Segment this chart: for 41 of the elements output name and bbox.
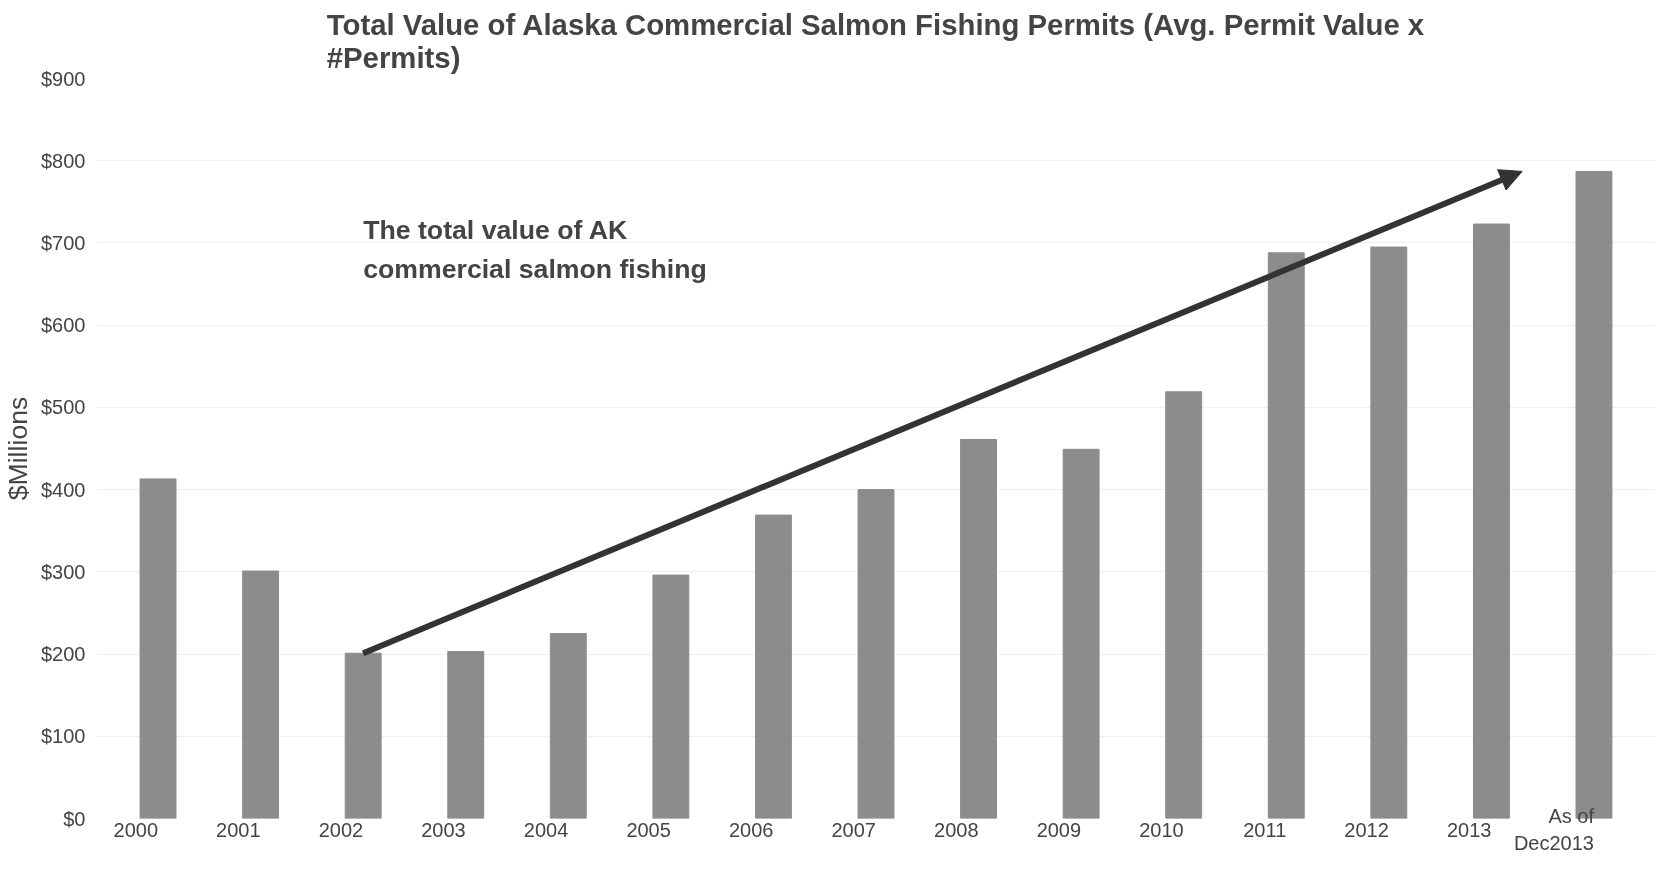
y-tick-label: $900 (41, 67, 86, 90)
bar (652, 574, 690, 819)
annotation: The total value of AK commercial salmon fishing (363, 215, 707, 285)
y-tick-label: $0 (63, 807, 86, 830)
bar (1370, 246, 1408, 819)
bar (549, 633, 587, 819)
x-tick-label: 2013 (1446, 818, 1492, 841)
bar (754, 514, 792, 819)
x-tick-label: 2001 (216, 818, 261, 841)
bar (447, 651, 485, 819)
bar (960, 438, 998, 819)
x-tick-label: 2009 (1036, 818, 1082, 841)
chart-title: Total Value of Alaska Commercial Salmon Fishing Permits (Avg. Permit Value x #Permits) (326, 7, 1425, 74)
bar (1472, 223, 1510, 819)
x-tick-label: 2008 (934, 818, 979, 841)
y-tick-label: $800 (41, 149, 86, 172)
x-tick-label: 2000 (113, 818, 159, 841)
bar (1165, 391, 1203, 819)
y-tick-label: $200 (41, 643, 86, 666)
y-axis-title: $Millions (3, 396, 34, 501)
x-tick-label: 2003 (421, 818, 466, 841)
x-tick-label: 2004 (523, 818, 569, 841)
y-tick-label: $700 (41, 231, 86, 254)
x-tick-label: 2007 (831, 818, 877, 841)
bar (1267, 252, 1305, 819)
y-tick-label: $600 (41, 314, 86, 337)
x-tick-label: 2010 (1139, 818, 1184, 841)
x-tick-label: 2011 (1243, 818, 1287, 841)
y-tick-label: $300 (41, 560, 86, 583)
x-tick-label: 2002 (318, 818, 364, 841)
y-tick-label: $100 (41, 725, 86, 748)
bar (857, 489, 895, 819)
y-tick-label: $400 (41, 478, 86, 501)
bar (344, 652, 382, 819)
bar (1062, 448, 1100, 819)
y-tick-label: $500 (41, 396, 86, 419)
bar (139, 478, 177, 819)
x-tick-label: 2005 (626, 818, 671, 841)
x-tick-label: 2012 (1344, 818, 1389, 841)
x-tick-label: 2006 (728, 818, 774, 841)
bar (242, 570, 280, 819)
